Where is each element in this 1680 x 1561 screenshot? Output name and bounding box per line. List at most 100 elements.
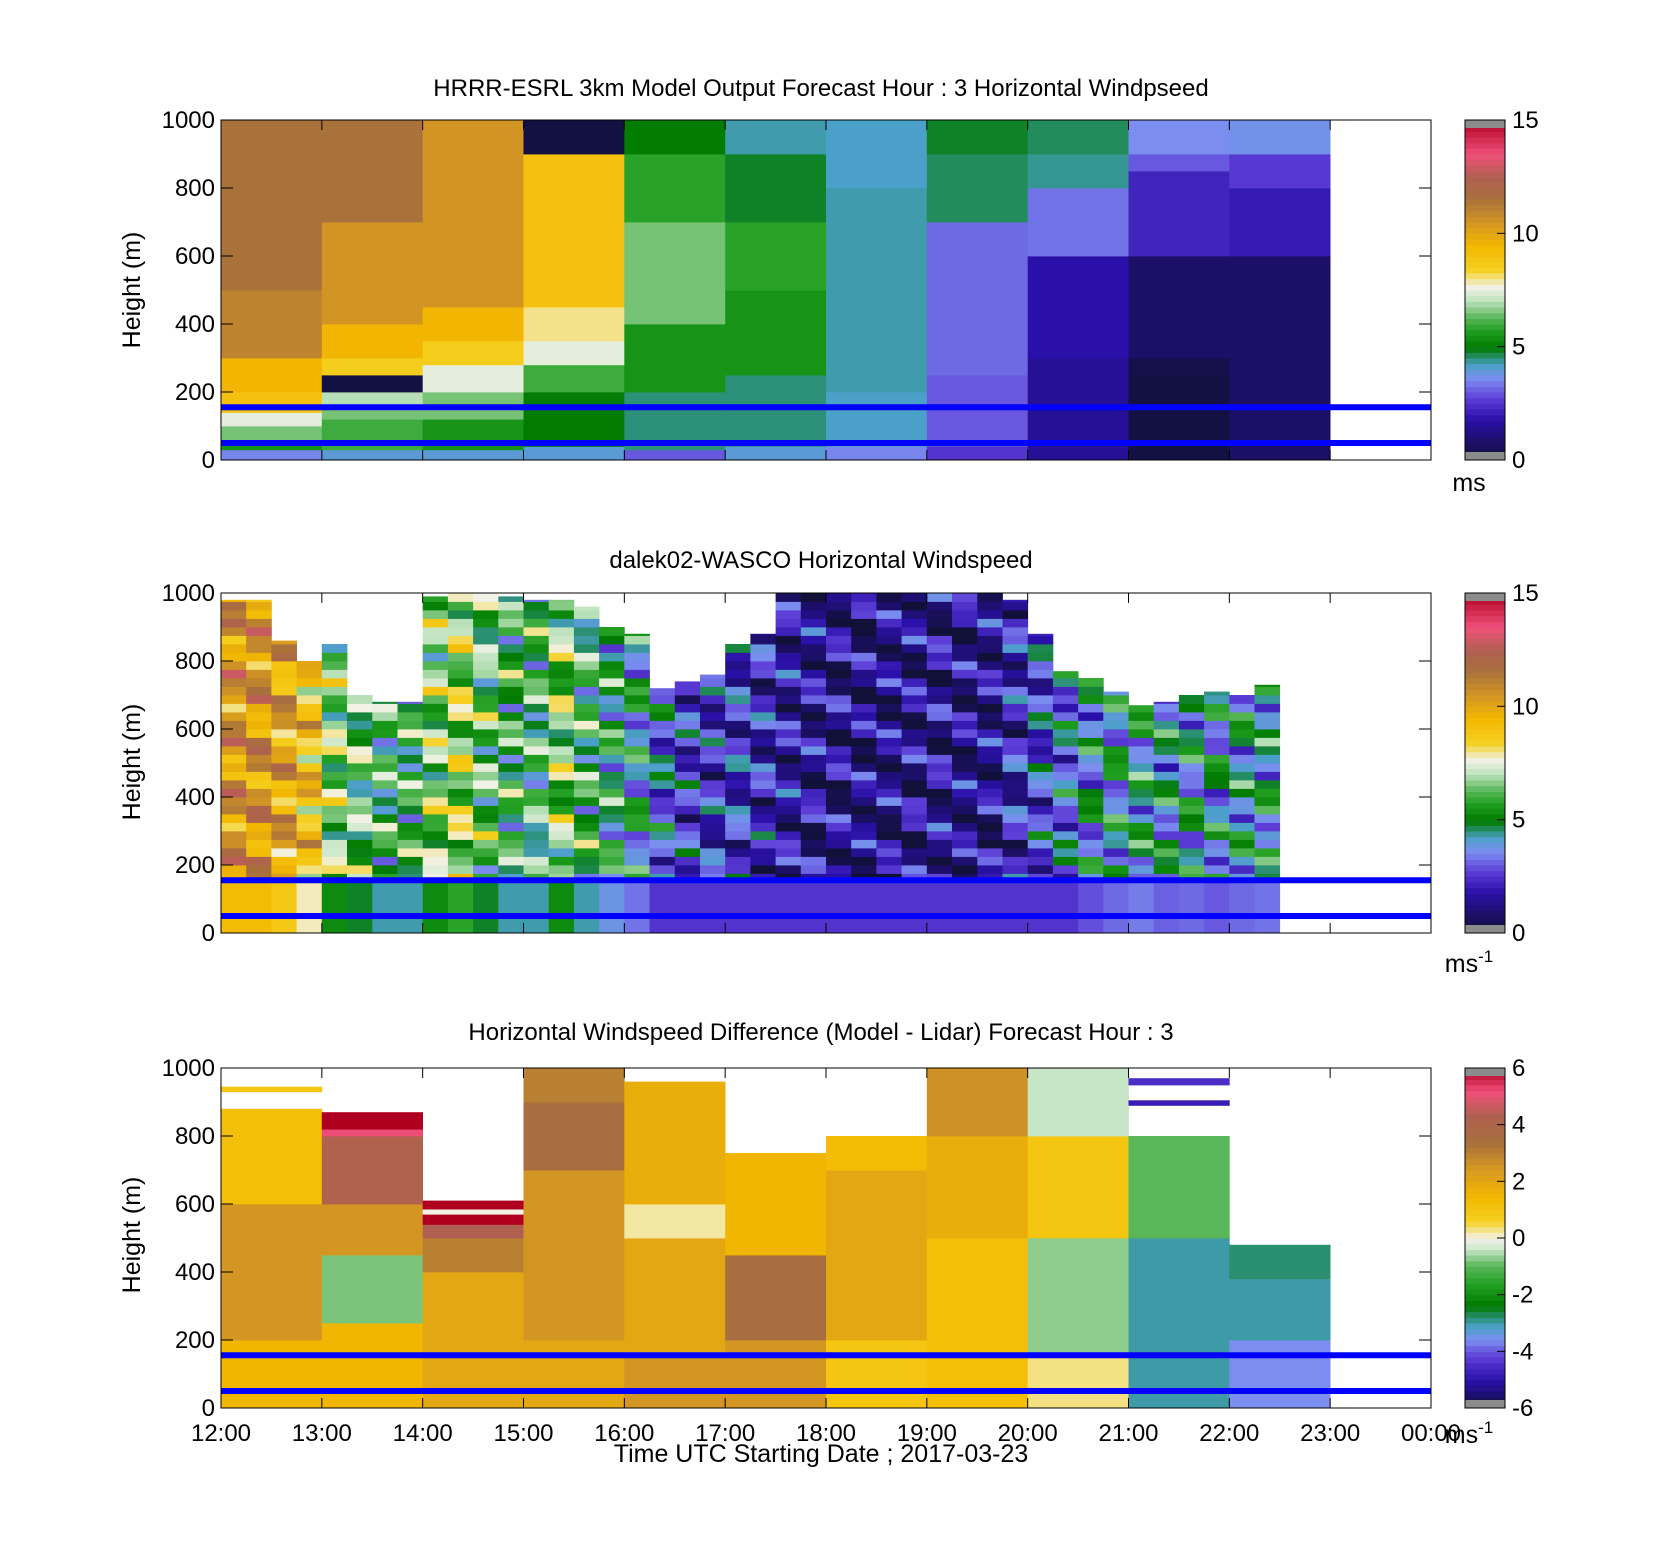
heatmap-cell bbox=[347, 916, 373, 925]
heatmap-cell bbox=[498, 780, 524, 789]
heatmap-cell bbox=[750, 788, 776, 798]
heatmap-cell bbox=[1128, 831, 1155, 840]
heatmap-cell bbox=[473, 601, 499, 611]
heatmap-cell bbox=[750, 882, 776, 891]
heatmap-cell bbox=[296, 737, 323, 747]
heatmap-cell bbox=[271, 703, 297, 713]
heatmap-cell bbox=[649, 771, 676, 781]
heatmap-cell bbox=[1103, 797, 1129, 806]
heatmap-cell bbox=[674, 763, 701, 772]
heatmap-cell bbox=[977, 703, 1003, 713]
heatmap-cell bbox=[851, 593, 877, 602]
heatmap-cell bbox=[725, 746, 751, 755]
heatmap-cell bbox=[573, 916, 600, 925]
heatmap-cell bbox=[523, 822, 550, 832]
colorbar-segment bbox=[1465, 797, 1505, 804]
heatmap-cell bbox=[826, 924, 852, 934]
heatmap-cell bbox=[700, 916, 726, 925]
heatmap-cell bbox=[1078, 678, 1104, 687]
heatmap-cell bbox=[473, 652, 499, 662]
heatmap-cell bbox=[1027, 120, 1129, 155]
heatmap-cell bbox=[1103, 899, 1129, 908]
colorbar-segment bbox=[1465, 1124, 1505, 1131]
heatmap-cell bbox=[573, 610, 600, 619]
colorbar-segment bbox=[1465, 426, 1505, 433]
heatmap-cell bbox=[851, 907, 877, 917]
heatmap-cell bbox=[876, 644, 902, 653]
heatmap-cell bbox=[649, 688, 676, 696]
heatmap-cell bbox=[599, 678, 625, 687]
heatmap-cell bbox=[775, 746, 802, 755]
colorbar-segment bbox=[1465, 1249, 1505, 1256]
heatmap-cell bbox=[775, 720, 802, 730]
heatmap-cell bbox=[1027, 1068, 1129, 1137]
heatmap-cell bbox=[447, 695, 474, 704]
heatmap-cell bbox=[573, 797, 600, 806]
heatmap-cell bbox=[1027, 669, 1054, 679]
heatmap-cell bbox=[1052, 746, 1079, 755]
heatmap-cell bbox=[952, 907, 978, 917]
heatmap-cell bbox=[347, 788, 373, 798]
heatmap-cell bbox=[573, 695, 600, 704]
heatmap-cell bbox=[876, 593, 902, 602]
heatmap-cell bbox=[573, 771, 600, 781]
heatmap-cell bbox=[725, 737, 751, 747]
colorbar-segment bbox=[1465, 1391, 1505, 1398]
heatmap-cell bbox=[952, 729, 978, 738]
heatmap-cell bbox=[473, 729, 499, 738]
heatmap-cell bbox=[548, 890, 575, 900]
heatmap-cell bbox=[1002, 831, 1029, 840]
heatmap-cell bbox=[851, 763, 877, 772]
colorbar-segment bbox=[1465, 1079, 1505, 1086]
colorbar-segment bbox=[1465, 295, 1505, 302]
heatmap-cell bbox=[221, 686, 247, 696]
heatmap-cell bbox=[649, 848, 676, 857]
heatmap-cell bbox=[1052, 771, 1079, 781]
heatmap-cell bbox=[347, 737, 373, 747]
heatmap-cell bbox=[221, 788, 247, 798]
heatmap-cell bbox=[1002, 856, 1029, 866]
heatmap-cell bbox=[498, 907, 524, 917]
colorbar-segment bbox=[1465, 916, 1505, 923]
heatmap-cell bbox=[221, 780, 247, 789]
colorbar-over-cap bbox=[1465, 593, 1505, 601]
heatmap-cell bbox=[321, 686, 348, 696]
heatmap-cell bbox=[321, 839, 348, 849]
colorbar-segment bbox=[1465, 1311, 1505, 1318]
heatmap-cell bbox=[271, 644, 297, 653]
heatmap-cell bbox=[321, 746, 348, 755]
heatmap-cell bbox=[1027, 882, 1054, 891]
heatmap-cell bbox=[649, 805, 676, 815]
heatmap-cell bbox=[573, 754, 600, 764]
heatmap-cell bbox=[826, 788, 852, 798]
heatmap-cell bbox=[1002, 771, 1029, 781]
heatmap-cell bbox=[221, 358, 323, 393]
heatmap-cell bbox=[599, 737, 625, 747]
heatmap-cell bbox=[901, 720, 928, 730]
heatmap-cell bbox=[826, 839, 852, 849]
heatmap-cell bbox=[498, 916, 524, 925]
heatmap-cell bbox=[1128, 805, 1155, 815]
heatmap-cell bbox=[800, 601, 827, 611]
heatmap-cell bbox=[246, 686, 272, 696]
heatmap-cell bbox=[674, 856, 701, 866]
heatmap-cell bbox=[1229, 797, 1255, 806]
colorbar-segment bbox=[1465, 278, 1505, 285]
heatmap-cell bbox=[321, 222, 423, 325]
heatmap-cell bbox=[1002, 805, 1029, 815]
heatmap-cell bbox=[1052, 907, 1079, 917]
heatmap-cell bbox=[523, 780, 550, 789]
heatmap-cell bbox=[700, 678, 726, 687]
heatmap-cell bbox=[700, 865, 726, 874]
heatmap-cell bbox=[1002, 669, 1029, 679]
colorbar-segment bbox=[1465, 193, 1505, 200]
heatmap-cell bbox=[498, 644, 524, 653]
heatmap-cell bbox=[800, 924, 827, 934]
heatmap-cell bbox=[1229, 729, 1255, 738]
heatmap-cell bbox=[1254, 814, 1281, 823]
colorbar-segment bbox=[1465, 1198, 1505, 1205]
colorbar-segment bbox=[1465, 443, 1505, 450]
heatmap-cell bbox=[851, 720, 877, 730]
heatmap-cell bbox=[1002, 720, 1029, 730]
colorbar-segment bbox=[1465, 683, 1505, 690]
